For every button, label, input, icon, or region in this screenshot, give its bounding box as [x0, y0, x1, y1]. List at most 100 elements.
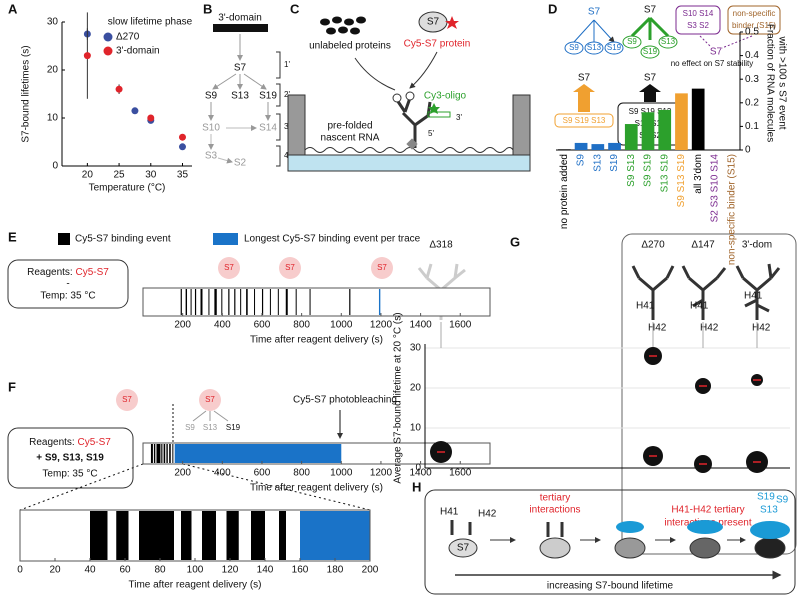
x-tick-label: 200 — [174, 320, 191, 331]
legend-label: Cy5-S7 binding event — [75, 234, 171, 245]
legend-marker — [213, 233, 238, 245]
structure — [631, 265, 675, 320]
category-label: Δ147 — [691, 240, 715, 251]
x-tick-label: 35 — [177, 170, 189, 181]
label: no effect on S7 stability — [671, 59, 754, 68]
x-tick-label: S9 S13 S19 — [676, 154, 687, 208]
label: S13 — [587, 43, 602, 52]
x-tick-label: 40 — [84, 565, 96, 576]
label: S7 — [427, 17, 440, 28]
domain-bar — [213, 24, 268, 32]
arrow — [212, 73, 237, 90]
step: 4' — [284, 151, 290, 160]
binding-event — [214, 289, 217, 315]
panel-f: Reagents: Cy5-S7 + S9, S13, S19 Temp: 35… — [7, 389, 397, 511]
x-tick-label: 200 — [174, 468, 191, 479]
arrow — [630, 16, 670, 40]
helix — [546, 522, 564, 537]
point — [178, 143, 186, 151]
x-tick-label: 20 — [49, 565, 61, 576]
protein-label: S19 — [757, 492, 775, 503]
binding-event — [166, 444, 168, 463]
binding-event — [349, 289, 351, 315]
arrow — [243, 73, 267, 90]
reagents: Reagents: Cy5-S7 — [27, 267, 109, 278]
anchor — [406, 138, 418, 150]
binding-event — [194, 289, 197, 315]
binding-event — [226, 511, 239, 560]
node: S10 — [202, 123, 220, 134]
node: S13 — [231, 91, 249, 102]
x-axis-label: Time after reagent delivery (s) — [250, 335, 383, 346]
added: + S9, S13, S19 — [36, 453, 104, 464]
note: H41-H42 tertiary — [671, 505, 744, 516]
y-tick-label: 0.1 — [745, 121, 759, 132]
oligo — [427, 111, 451, 118]
helix-label: H42 — [478, 509, 497, 520]
panel-label: H — [412, 479, 421, 494]
x-tick-label: S19 — [609, 154, 620, 172]
dash: - — [66, 279, 69, 290]
helix-label: H42 — [648, 323, 667, 334]
label: S9 S19 S13 — [563, 116, 606, 125]
binding-event — [208, 289, 210, 315]
arrow — [192, 410, 229, 422]
wall — [287, 94, 306, 156]
binding-event — [139, 511, 174, 560]
binding-event — [169, 444, 171, 463]
legend-label: 3'-domain — [116, 46, 160, 57]
binding-event — [285, 289, 288, 315]
y-tick-label: 0 — [415, 463, 421, 474]
x-tick-label: 1600 — [449, 320, 472, 331]
surface — [287, 154, 531, 172]
target — [640, 45, 660, 59]
label: S9 S19 S13 — [629, 107, 672, 116]
label: binder (S15) — [732, 21, 776, 30]
s7-circle — [371, 257, 393, 279]
bar — [624, 124, 638, 150]
temp: Temp: 35 °C — [40, 291, 95, 302]
rna — [395, 97, 432, 148]
panel-labels: A B C D E F G H — [8, 1, 557, 494]
box — [554, 113, 614, 128]
label: S7 — [205, 395, 215, 404]
reagent: Cy5-S7 — [78, 437, 112, 448]
s7-oval — [539, 537, 571, 559]
binding-event — [277, 289, 279, 315]
trace-border — [142, 287, 491, 317]
protein-dots — [320, 16, 366, 35]
binding-event — [181, 511, 192, 560]
binding-event — [378, 289, 381, 315]
x-tick-label: 400 — [214, 320, 231, 331]
binding-event — [309, 289, 311, 315]
label: S7 — [285, 263, 295, 272]
category-label: 3'-dom — [742, 240, 772, 251]
binding-event — [163, 444, 166, 463]
bar — [691, 88, 705, 150]
y-tick-label: 10 — [410, 423, 422, 434]
x-axis-label: Temperature (°C) — [89, 183, 166, 194]
binding-event — [172, 444, 174, 463]
label: nascent RNA — [321, 133, 380, 144]
zoom-guide — [182, 463, 371, 511]
y-tick-label: 0.2 — [745, 97, 759, 108]
binding-event — [261, 289, 264, 315]
protein — [616, 521, 644, 533]
x-tick-label: 1400 — [409, 468, 432, 479]
point — [147, 114, 155, 122]
x-tick-label: 30 — [145, 170, 157, 181]
binding-event — [300, 511, 370, 560]
label: S7 — [588, 7, 601, 18]
label: Cy3-oligo — [424, 91, 467, 102]
point — [131, 107, 139, 115]
s7-circle — [116, 389, 138, 411]
label: S13 — [203, 423, 218, 432]
x-tick-label: S9 — [576, 154, 587, 167]
x-tick-label: 100 — [187, 565, 204, 576]
binding-event — [234, 289, 236, 315]
y-tick-label: 20 — [410, 383, 422, 394]
domain-label: 3'-domain — [218, 13, 262, 24]
s7-circle — [279, 257, 301, 279]
legend-marker — [103, 32, 113, 42]
x-tick-label: 180 — [327, 565, 344, 576]
